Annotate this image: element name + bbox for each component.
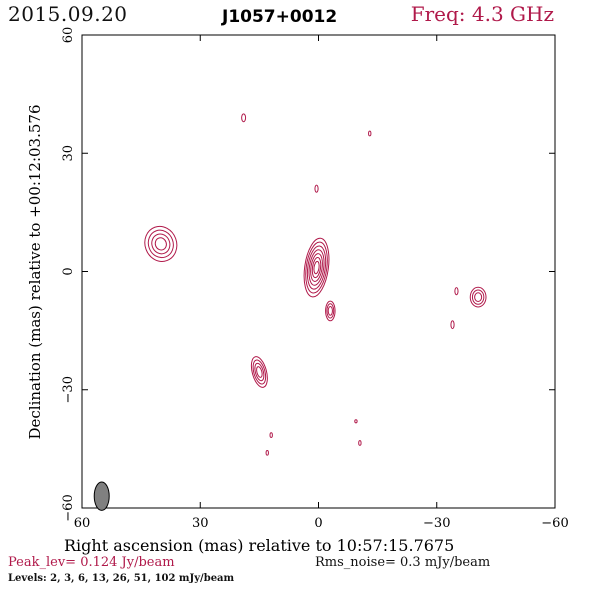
y-tick-label: 60 — [61, 27, 76, 44]
contour-line — [313, 260, 320, 275]
contour-line — [252, 359, 267, 385]
source-component — [358, 440, 362, 446]
observation-date: 2015.09.20 — [8, 2, 128, 26]
x-tick-label: 30 — [192, 516, 209, 531]
source-component — [325, 300, 336, 322]
contour-line — [325, 300, 336, 322]
contour-line — [306, 245, 327, 290]
contour-line — [303, 237, 330, 298]
contour-line — [327, 306, 333, 316]
contour-line — [250, 356, 268, 388]
contour-line — [310, 253, 323, 282]
x-tick-label: 60 — [74, 516, 91, 531]
source-component — [368, 130, 372, 137]
contour-line — [358, 440, 362, 446]
contour-line — [311, 257, 322, 279]
contour-line — [450, 320, 455, 330]
contour-line — [269, 432, 273, 438]
contour-line — [256, 366, 263, 378]
contour-line — [454, 287, 459, 296]
contour-line — [354, 419, 358, 424]
contour-line — [308, 249, 325, 286]
x-axis-label: Right ascension (mas) relative to 10:57:… — [64, 536, 454, 555]
contour-line — [144, 225, 178, 262]
y-tick-label: 0 — [61, 267, 76, 275]
contour-layer — [93, 113, 487, 511]
source-component — [354, 419, 358, 424]
contour-line — [469, 286, 487, 308]
contour-line — [474, 292, 483, 303]
y-tick-label: −30 — [61, 376, 76, 403]
axis-ticks — [81, 34, 556, 509]
contour-line — [241, 113, 247, 123]
x-tick-label: 0 — [314, 516, 322, 531]
rms-noise: Rms_noise= 0.3 mJy/beam — [315, 555, 491, 570]
contour-line — [326, 303, 335, 319]
source-component — [241, 113, 247, 123]
source-name: J1057+0012 — [222, 7, 338, 27]
source-component — [269, 432, 273, 438]
contour-line — [368, 130, 372, 137]
source-component — [250, 356, 268, 388]
source-component — [314, 184, 319, 193]
source-component — [469, 286, 487, 308]
y-axis-label: Declination (mas) relative to +00:12:03.… — [26, 104, 44, 439]
tick-labels: 60 30 0 −30 −60 −60 −30 0 30 60 — [61, 27, 569, 531]
source-component — [454, 287, 459, 296]
beam-ellipse — [93, 481, 110, 511]
contour-line — [154, 237, 167, 251]
x-tick-label: −30 — [423, 516, 450, 531]
frequency-label: Freq: 4.3 GHz — [410, 2, 554, 26]
contour-line — [265, 449, 269, 456]
contour-line — [147, 229, 174, 259]
source-component — [450, 320, 455, 330]
contour-line — [471, 289, 485, 305]
source-component — [265, 449, 269, 456]
contour-line — [305, 241, 328, 294]
source-component — [144, 225, 178, 262]
contour-levels: Levels: 2, 3, 6, 13, 26, 51, 102 mJy/bea… — [8, 573, 235, 584]
peak-level: Peak_lev= 0.124 Jy/beam — [8, 555, 175, 570]
contour-line — [314, 184, 319, 193]
source-component — [303, 237, 330, 298]
contour-line — [254, 362, 265, 382]
x-tick-label: −60 — [541, 516, 568, 531]
y-tick-label: −60 — [61, 494, 76, 521]
contour-line — [151, 233, 171, 255]
y-tick-label: 30 — [61, 145, 76, 162]
